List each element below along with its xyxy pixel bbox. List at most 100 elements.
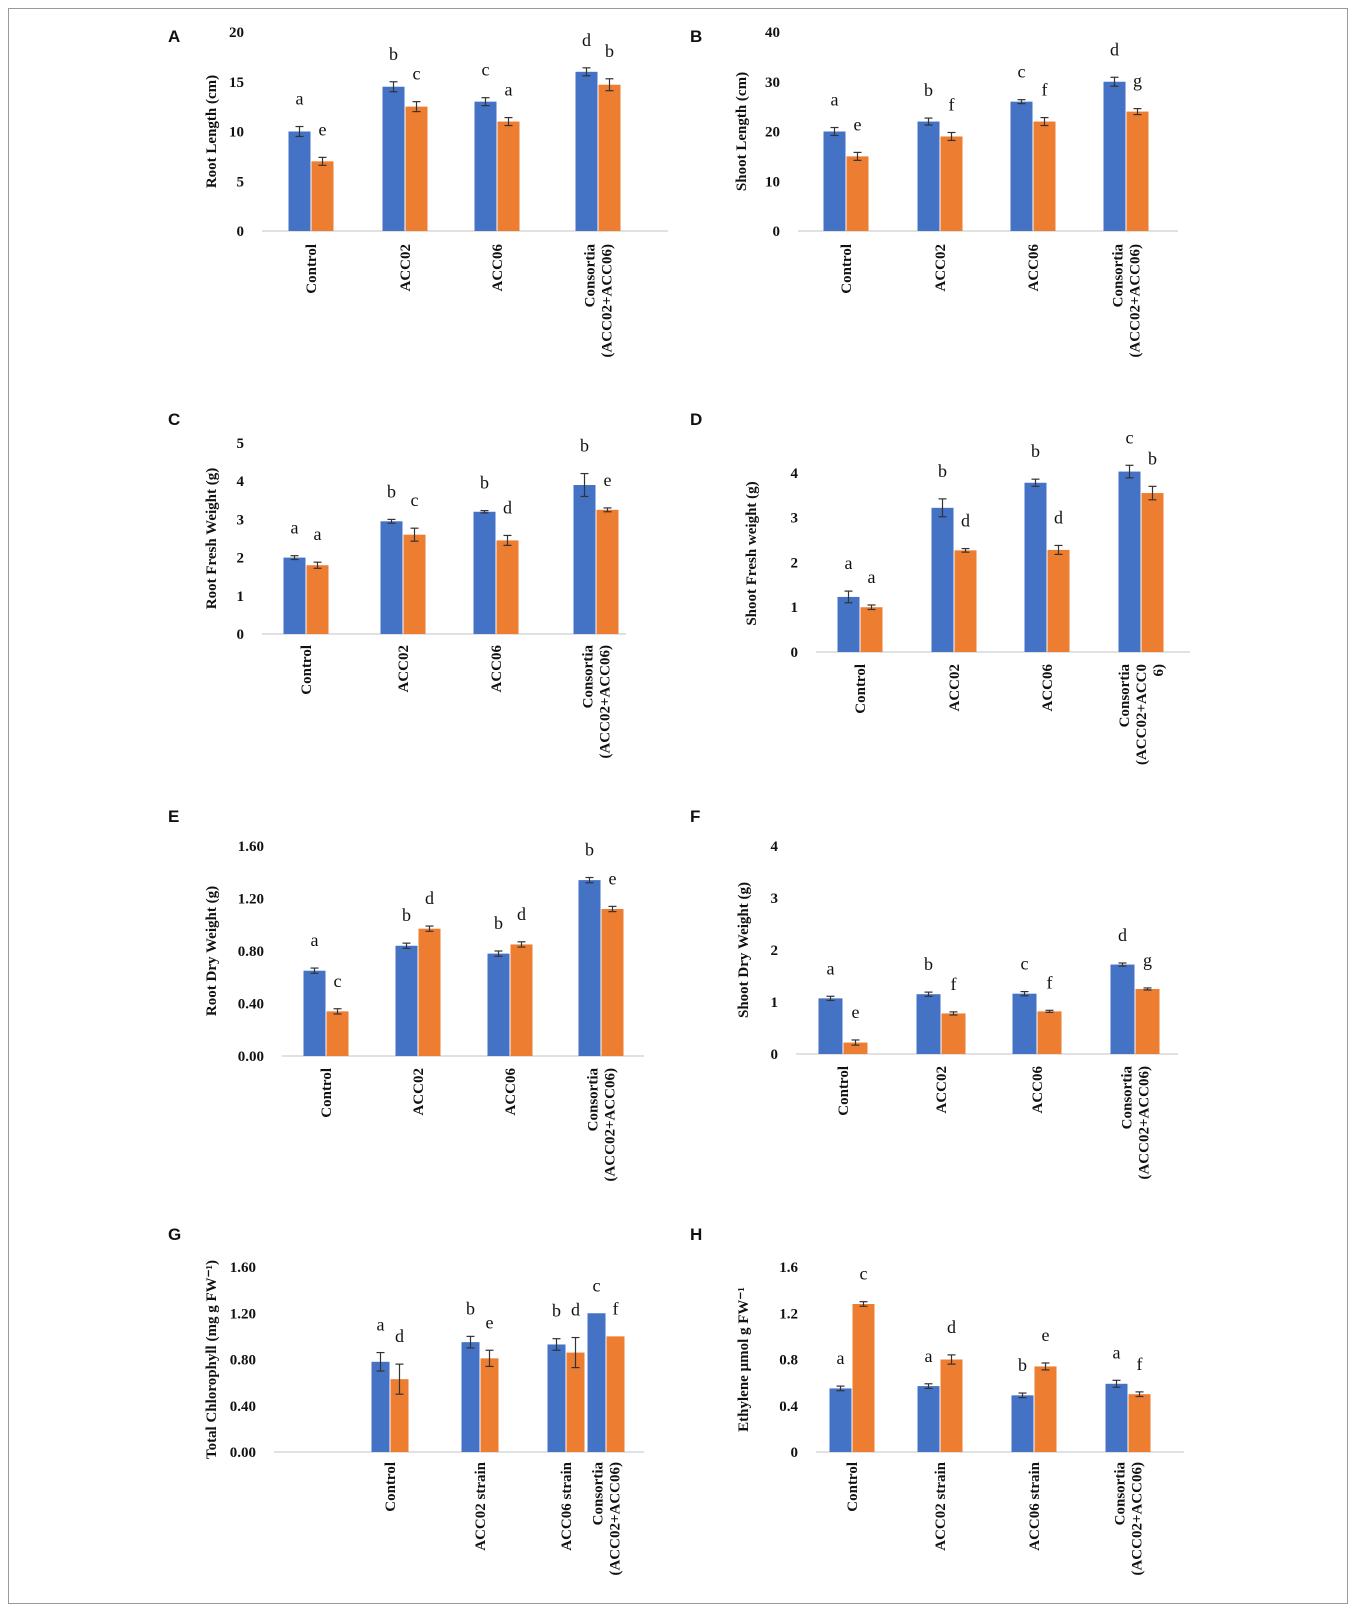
panel-a-ytick: 5 [237,174,245,190]
panel-e-category-label: (ACC02+ACC06) [603,1068,619,1182]
panel-f-bar-s2 [843,1042,868,1054]
panel-b-category-label: ACC02 [933,244,949,292]
panel-c-bar-s2 [596,509,619,634]
panel-h-ytick: 0.8 [779,1353,798,1369]
panel-g-significance-letter: d [571,1300,580,1320]
panel-c-significance-letter: b [387,481,396,501]
panel-a-category-label: Consortia [583,244,599,308]
panel-f-significance-letter: g [1143,950,1152,970]
panel-a-significance-letter: c [413,64,421,84]
panel-c-significance-letter: b [580,436,589,456]
panel-a-bar-s2 [598,84,621,231]
panel-b-ytick: 10 [765,174,780,190]
panel-c-category-label: (ACC02+ACC06) [598,645,614,759]
panel-e-label: E [168,807,179,826]
panel-f-category-label: Control [836,1066,852,1116]
panel-a-ytick: 15 [229,75,244,91]
panel-b-significance-letter: e [854,114,862,134]
panel-e-bar-s1 [487,953,510,1056]
panel-c-category-label: Control [299,645,315,695]
panel-h-significance-letter: d [947,1317,956,1337]
panel-g-significance-letter: c [593,1275,601,1295]
panel-d-ytick: 1 [791,600,799,616]
panel-b-significance-letter: a [831,90,839,110]
panel-b-bar-s2 [1126,111,1149,231]
panel-b-significance-letter: f [949,94,955,114]
panel-d-category-label: (ACC02+ACC0 [1134,664,1150,765]
panel-h-category-label: Control [845,1462,861,1512]
panel-f-bar-s1 [1110,964,1135,1054]
panel-g-bar-s2 [390,1379,409,1452]
panel-c-bar-s2 [403,534,426,634]
panel-d-category-label: Consortia [1117,664,1133,728]
panel-a-bar-s1 [382,86,405,231]
panel-g-ylabel: Total Chlorophyll (mg g FW⁻¹) [204,1260,220,1459]
panel-e-significance-letter: c [334,971,342,991]
panel-f-category-label: Consortia [1120,1066,1136,1130]
panel-c-significance-letter: a [314,524,322,544]
panel-b-category-label: Control [839,244,855,294]
panel-b-bar-s1 [1010,101,1033,232]
panel-e-bar-s2 [510,944,533,1056]
panel-f-significance-letter: b [924,954,933,974]
panel-h-category-label: (ACC02+ACC06) [1130,1462,1146,1576]
panel-h-bar-s2 [1128,1394,1151,1452]
panel-d-significance-letter: c [1126,427,1134,447]
panel-g-significance-letter: b [466,1298,475,1318]
panel-b-significance-letter: b [924,80,933,100]
panel-d-significance-letter: b [938,461,947,481]
panel-b-ytick: 40 [765,25,780,41]
panel-e-significance-letter: b [585,840,594,860]
panel-h-category-label: ACC06 strain [1027,1461,1043,1550]
panel-a-category-label: ACC06 [490,244,506,292]
panel-d-bar-s2 [1141,493,1164,652]
panel-f-bar-s2 [1135,989,1160,1054]
panel-e-bar-s1 [578,880,601,1056]
panel-g-ytick: 0.80 [230,1353,256,1369]
panel-c-bar-s1 [380,521,403,634]
panel-g-category-label: ACC02 strain [473,1461,489,1550]
panel-e-bar-s1 [303,970,326,1056]
panel-a-bar-s1 [575,71,598,231]
panel-h-bar-s1 [1011,1395,1034,1452]
panel-a-bar-s2 [497,121,520,231]
panel-h-bar-s1 [1105,1383,1128,1452]
panel-d-ytick: 0 [791,645,799,661]
panel-a-significance-letter: c [482,60,490,80]
panel-f-ytick: 4 [771,839,779,855]
panel-a-category-label: (ACC02+ACC06) [600,244,616,358]
panel-a-significance-letter: e [319,119,327,139]
panel-b-bar-s2 [846,156,869,231]
panel-b-bar-s1 [823,131,846,231]
panel-h-category-label: ACC02 strain [933,1461,949,1550]
panel-e-ytick: 0.00 [238,1049,264,1065]
panel-g-bar-s1 [461,1342,480,1452]
panel-a-ylabel: Root Length (cm) [204,75,220,188]
panel-f-significance-letter: c [1021,954,1029,974]
panel-e-ytick: 0.80 [238,944,264,960]
panel-g-significance-letter: f [613,1298,619,1318]
panel-c-ytick: 4 [237,474,245,490]
panel-g-significance-letter: d [395,1326,404,1346]
panel-g-ytick: 1.60 [230,1260,256,1276]
panel-b-significance-letter: g [1133,71,1142,91]
panel-g-category-label: (ACC02+ACC06) [608,1462,624,1576]
panel-b-significance-letter: f [1042,80,1048,100]
panel-c-ytick: 5 [237,436,245,452]
panel-f-significance-letter: d [1118,925,1127,945]
panel-d-bar-s2 [860,607,883,652]
panel-b-bar-s1 [917,121,940,231]
panel-g-significance-letter: b [552,1301,561,1321]
panel-d-ytick: 4 [791,466,799,482]
panel-g-bar-s1 [547,1344,566,1452]
panel-e-ytick: 1.20 [238,892,264,908]
panel-f-bar-s1 [1012,993,1037,1054]
panel-e-significance-letter: d [517,904,526,924]
panel-d-category-label: ACC06 [1040,664,1056,712]
panel-a-ytick: 20 [229,25,244,41]
panel-d-ytick: 2 [791,555,799,571]
panel-f-ylabel: Shoot Dry Weight (g) [736,882,752,1018]
panel-g-significance-letter: e [486,1312,494,1332]
panel-e-bar-s1 [395,945,418,1056]
panel-d-significance-letter: d [1054,507,1063,527]
